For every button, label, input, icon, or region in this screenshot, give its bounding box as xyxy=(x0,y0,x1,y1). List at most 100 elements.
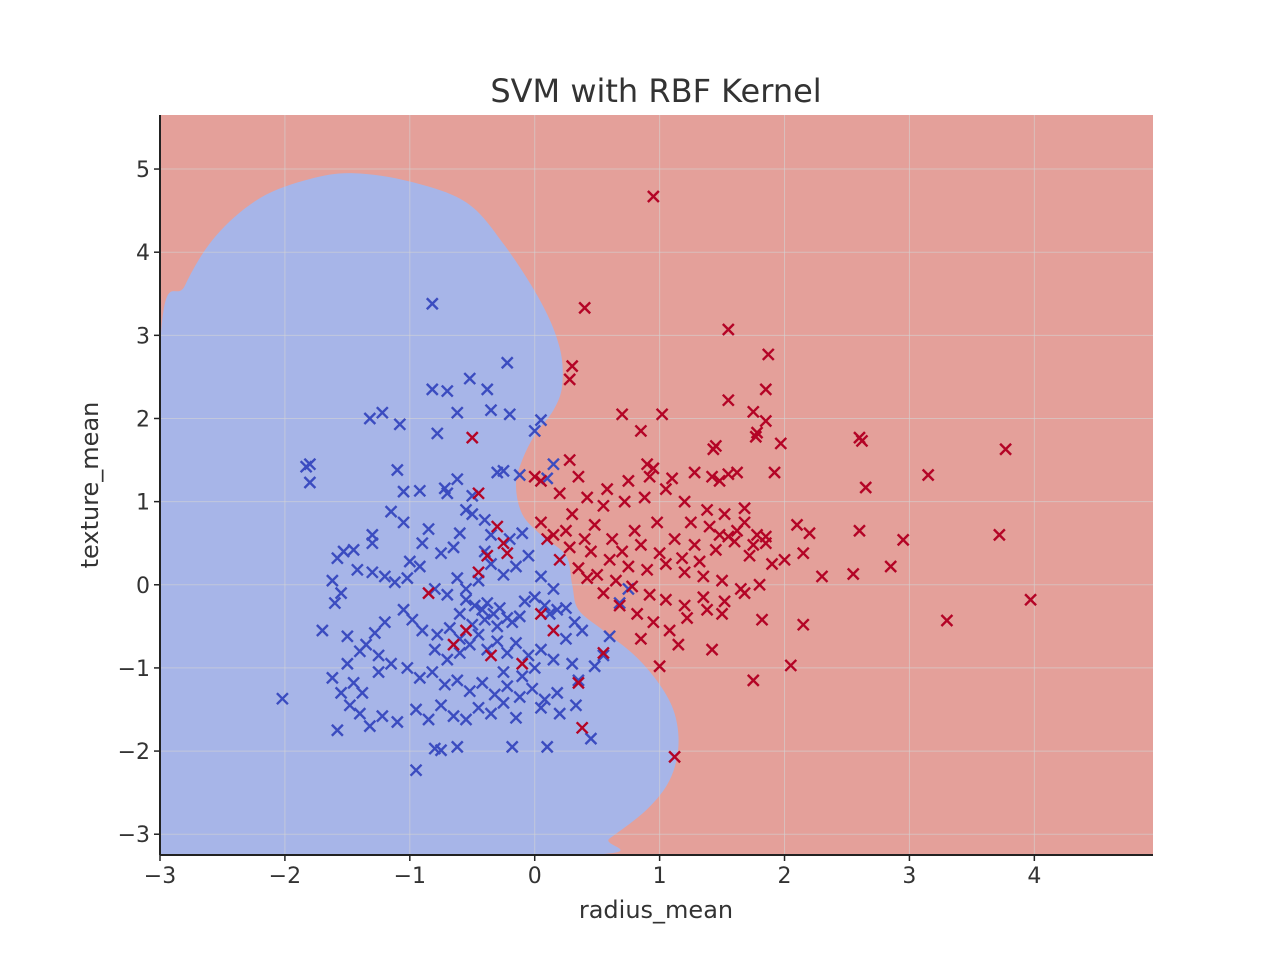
point-class-0-3 xyxy=(480,383,494,396)
point-class-1-41 xyxy=(700,503,714,517)
point-class-0-23 xyxy=(440,486,454,500)
point-class-0-172 xyxy=(528,661,542,675)
point-class-0-114 xyxy=(484,707,498,721)
point-class-0-62 xyxy=(518,595,532,608)
point-class-1-108 xyxy=(634,538,648,552)
point-class-0-130 xyxy=(588,659,602,673)
point-class-1-110 xyxy=(675,551,689,565)
point-class-1-130 xyxy=(472,486,485,500)
point-class-0-4 xyxy=(425,383,439,396)
point-class-0-112 xyxy=(459,713,473,726)
point-class-0-44 xyxy=(351,563,364,577)
point-class-0-132 xyxy=(603,629,617,643)
point-class-1-90 xyxy=(547,624,560,637)
point-class-0-51 xyxy=(440,588,454,602)
point-class-1-133 xyxy=(422,586,435,600)
point-class-0-126 xyxy=(540,740,554,754)
point-class-1-120 xyxy=(643,588,656,602)
point-class-0-40 xyxy=(331,551,344,565)
point-class-1-106 xyxy=(765,557,779,571)
point-class-0-111 xyxy=(447,709,460,723)
x-tick-label-3: 0 xyxy=(528,864,542,889)
point-class-1-116 xyxy=(572,561,585,575)
point-class-0-119 xyxy=(276,692,289,706)
point-class-0-113 xyxy=(472,701,485,715)
point-class-0-83 xyxy=(547,653,560,666)
point-class-0-30 xyxy=(422,522,435,536)
point-class-1-66 xyxy=(678,565,691,579)
point-class-1-33 xyxy=(572,470,585,484)
chart-title: SVM with RBF Kernel xyxy=(490,72,821,110)
point-class-1-94 xyxy=(668,750,681,764)
point-class-0-137 xyxy=(353,644,367,658)
point-class-0-133 xyxy=(613,596,627,610)
point-class-1-121 xyxy=(659,593,673,607)
point-class-1-109 xyxy=(653,546,666,560)
point-class-0-20 xyxy=(413,484,427,498)
point-class-1-140 xyxy=(684,516,698,529)
point-class-1-55 xyxy=(884,560,898,573)
point-class-1-98 xyxy=(605,532,619,546)
y-tick-label-7: 4 xyxy=(136,241,150,266)
point-class-0-138 xyxy=(341,657,354,671)
point-class-1-96 xyxy=(565,507,579,521)
point-class-1-5 xyxy=(761,348,775,361)
point-class-1-14 xyxy=(750,426,764,439)
point-class-1-113 xyxy=(730,524,744,538)
point-class-1-81 xyxy=(755,613,769,627)
y-tick-label-5: 2 xyxy=(136,407,150,432)
y-tick-label-3: 0 xyxy=(136,574,150,599)
decision-region-class-0 xyxy=(160,173,679,855)
point-class-1-57 xyxy=(1024,593,1037,607)
point-class-1-20 xyxy=(999,442,1012,456)
point-class-0-14 xyxy=(430,427,444,440)
point-class-1-59 xyxy=(547,528,560,542)
point-class-1-63 xyxy=(622,560,635,573)
point-class-0-48 xyxy=(400,571,414,585)
point-class-0-99 xyxy=(525,682,539,696)
point-class-0-104 xyxy=(353,707,367,721)
point-class-0-29 xyxy=(397,516,410,529)
point-class-0-157 xyxy=(403,555,417,568)
point-class-0-88 xyxy=(384,657,398,671)
point-class-1-9 xyxy=(759,414,773,428)
point-class-1-124 xyxy=(715,607,729,621)
y-tick-label-1: −2 xyxy=(118,740,150,765)
point-class-1-60 xyxy=(563,541,577,554)
point-class-0-131 xyxy=(597,649,610,662)
point-class-0-69 xyxy=(397,603,410,617)
point-class-0-49 xyxy=(413,560,427,573)
point-class-0-67 xyxy=(559,601,573,615)
point-class-0-10 xyxy=(393,417,407,431)
point-class-0-105 xyxy=(363,719,377,733)
point-class-1-99 xyxy=(628,524,641,538)
point-class-0-33 xyxy=(465,507,479,521)
point-class-0-72 xyxy=(430,628,444,642)
point-class-1-126 xyxy=(497,536,510,550)
point-class-1-29 xyxy=(768,466,781,479)
point-class-0-78 xyxy=(490,634,504,648)
point-class-1-4 xyxy=(563,373,577,386)
point-class-1-68 xyxy=(715,574,729,587)
point-class-1-141 xyxy=(703,520,716,533)
point-class-1-125 xyxy=(490,520,504,533)
point-class-0-164 xyxy=(490,619,504,633)
point-class-0-106 xyxy=(375,709,389,723)
point-class-0-152 xyxy=(522,549,535,563)
point-class-0-80 xyxy=(509,636,523,650)
point-class-1-79 xyxy=(718,595,731,608)
y-tick-label-6: 3 xyxy=(136,324,150,349)
point-class-1-142 xyxy=(721,530,735,543)
point-class-0-26 xyxy=(497,464,510,478)
point-class-0-162 xyxy=(503,532,517,546)
point-class-0-19 xyxy=(397,485,410,499)
point-class-1-83 xyxy=(634,632,648,646)
point-class-0-50 xyxy=(428,582,442,596)
point-class-1-12 xyxy=(634,424,648,438)
point-class-0-1 xyxy=(500,356,514,370)
point-class-1-144 xyxy=(759,530,773,543)
point-class-0-85 xyxy=(368,626,382,640)
point-class-1-64 xyxy=(640,563,654,577)
point-class-0-97 xyxy=(500,679,514,693)
point-class-1-132 xyxy=(447,638,460,651)
